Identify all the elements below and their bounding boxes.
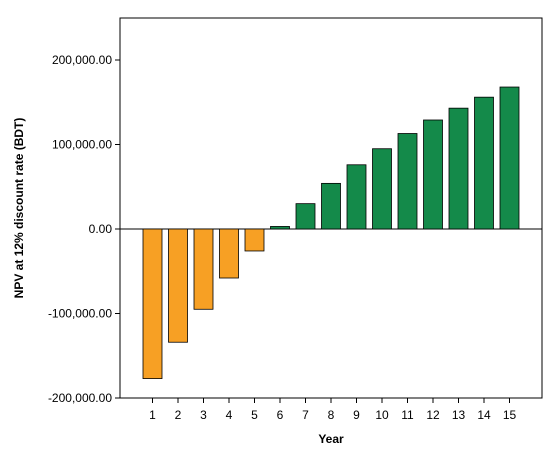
y-axis: -200,000.00 -100,000.00 0.00 100,000.00 200,… [48, 53, 120, 405]
bar-year-1 [142, 228, 163, 379]
x-tick-label: 7 [302, 408, 309, 422]
bar-year-14 [474, 96, 494, 230]
x-tick-label: 14 [477, 408, 491, 422]
bar-year-13 [448, 107, 469, 230]
bar-year-7 [295, 203, 316, 230]
y-tick-label: 100,000.00 [52, 138, 112, 152]
x-tick-label: 13 [452, 408, 466, 422]
bar-year-6 [270, 226, 290, 230]
y-tick-label: -100,000.00 [48, 307, 112, 321]
bar-year-15 [499, 86, 520, 230]
x-tick-label: 15 [503, 408, 517, 422]
x-tick-label: 5 [251, 408, 258, 422]
y-tick-label: 0.00 [89, 222, 113, 236]
x-tick-label: 3 [200, 408, 207, 422]
x-tick-label: 11 [401, 408, 414, 422]
x-tick-label: 1 [149, 408, 156, 422]
y-axis-title: NPV at 12% discount rate (BDT) [12, 118, 26, 299]
bar-year-3 [193, 228, 214, 310]
bar-year-4 [219, 228, 239, 279]
x-tick-label: 4 [226, 408, 233, 422]
x-tick-label: 2 [175, 408, 182, 422]
x-tick-label: 10 [375, 408, 389, 422]
x-tick-label: 12 [426, 408, 440, 422]
bar-year-9 [346, 164, 367, 230]
bar-year-8 [321, 182, 341, 230]
x-tick-label: 8 [328, 408, 335, 422]
x-tick-label: 9 [353, 408, 360, 422]
x-axis-title: Year [318, 432, 344, 446]
bar-year-11 [397, 133, 418, 230]
bar-year-12 [423, 119, 443, 230]
y-tick-label: 200,000.00 [52, 53, 112, 67]
bar-year-10 [372, 148, 392, 230]
y-tick-label: -200,000.00 [48, 391, 112, 405]
bars-group [142, 86, 520, 379]
x-axis: 1 2 3 4 5 6 7 8 9 10 11 12 13 14 15 [149, 398, 516, 422]
x-tick-label: 6 [277, 408, 284, 422]
bar-year-5 [244, 228, 265, 252]
bar-year-2 [168, 228, 188, 343]
